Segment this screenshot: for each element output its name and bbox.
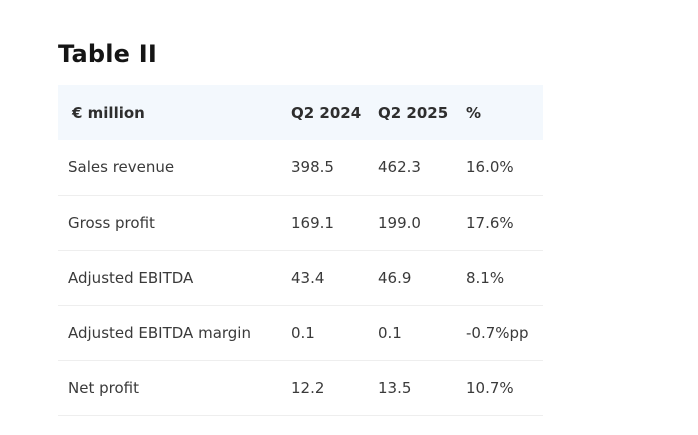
cell-q2-2025: 13.5 [378, 378, 412, 397]
cell-q2-2024: 12.2 [291, 378, 325, 397]
table-row: Adjusted EBITDA margin 0.1 0.1 -0.7%pp [58, 305, 543, 360]
cell-q2-2024: 0.1 [291, 323, 315, 342]
financial-table: € million Q2 2024 Q2 2025 % Sales revenu… [58, 85, 543, 416]
table-row: Gross profit 169.1 199.0 17.6% [58, 195, 543, 250]
cell-q2-2025: 46.9 [378, 268, 412, 287]
cell-q2-2024: 398.5 [291, 158, 334, 177]
table-row: Sales revenue 398.5 462.3 16.0% [58, 140, 543, 195]
cell-change: 16.0% [466, 158, 514, 177]
column-header-change: % [466, 103, 482, 122]
cell-q2-2024: 43.4 [291, 268, 325, 287]
row-label: Net profit [68, 378, 139, 397]
cell-change: 10.7% [466, 378, 514, 397]
cell-q2-2024: 169.1 [291, 213, 334, 232]
cell-q2-2025: 0.1 [378, 323, 402, 342]
row-label: Adjusted EBITDA margin [68, 323, 251, 342]
table-row: Adjusted EBITDA 43.4 46.9 8.1% [58, 250, 543, 305]
table-row: Net profit 12.2 13.5 10.7% [58, 360, 543, 415]
row-label: Adjusted EBITDA [68, 268, 194, 287]
column-header-q2-2025: Q2 2025 [378, 103, 449, 122]
row-label: Sales revenue [68, 158, 175, 177]
row-label: Gross profit [68, 213, 155, 232]
cell-q2-2025: 462.3 [378, 158, 421, 177]
column-header-metric: € million [72, 103, 145, 122]
cell-q2-2025: 199.0 [378, 213, 421, 232]
cell-change: 8.1% [466, 268, 505, 287]
table-title: Table II [58, 40, 157, 68]
column-header-q2-2024: Q2 2024 [291, 103, 362, 122]
cell-change: -0.7%pp [466, 323, 529, 342]
cell-change: 17.6% [466, 213, 514, 232]
table-header-row: € million Q2 2024 Q2 2025 % [58, 85, 543, 140]
